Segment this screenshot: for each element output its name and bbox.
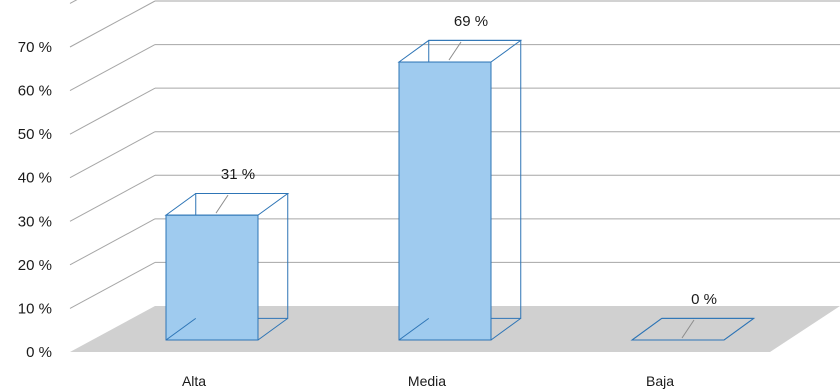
y-tick-label: 60 %	[18, 83, 52, 100]
data-label: 69 %	[454, 13, 488, 30]
y-tick-label: 10 %	[18, 300, 52, 317]
leader-line	[448, 41, 462, 61]
bar-alta	[164, 192, 290, 341]
bar-edge	[490, 317, 522, 341]
gridline-wall	[69, 0, 156, 48]
y-tick-label: 50 %	[18, 126, 52, 143]
category-label: Alta	[182, 373, 206, 389]
bar-media	[397, 39, 523, 341]
y-tick-label: 40 %	[18, 170, 52, 187]
category-label: Media	[408, 373, 446, 389]
data-label: 31 %	[221, 166, 255, 183]
gridline-wall	[69, 174, 156, 222]
leader-line	[681, 319, 695, 339]
category-labels: Alta Media Baja	[182, 373, 674, 389]
bar-top-face	[397, 39, 523, 63]
data-labels: 31 % 69 % 0 %	[215, 13, 717, 339]
bars	[164, 39, 756, 341]
bar-baja	[630, 317, 756, 341]
y-tick-label: 0 %	[26, 344, 52, 361]
gridline-wall	[69, 0, 78, 4]
y-tick-label: 70 %	[18, 39, 52, 56]
bar-top-face	[164, 192, 290, 216]
y-tick-label: 30 %	[18, 213, 52, 230]
bar-front-face	[165, 214, 259, 341]
bar-edge	[398, 317, 430, 341]
category-label: Baja	[646, 373, 674, 389]
gridline-wall	[69, 261, 156, 309]
y-axis-tick-labels: 0 % 10 % 20 % 30 % 40 % 50 % 60 % 70 %	[18, 39, 52, 361]
y-tick-label: 20 %	[18, 257, 52, 274]
bar-edge	[723, 317, 755, 341]
data-label: 0 %	[691, 291, 717, 308]
gridline-wall	[69, 44, 156, 92]
gridline-wall	[69, 131, 156, 179]
bar-front-face	[398, 61, 492, 341]
gridline-wall	[69, 87, 156, 135]
bar-edge	[257, 317, 289, 341]
leader-line	[215, 194, 229, 214]
gridline-wall	[69, 218, 156, 266]
bar-edge	[165, 317, 197, 341]
bar-edge	[631, 317, 663, 341]
gridlines	[69, 0, 840, 309]
